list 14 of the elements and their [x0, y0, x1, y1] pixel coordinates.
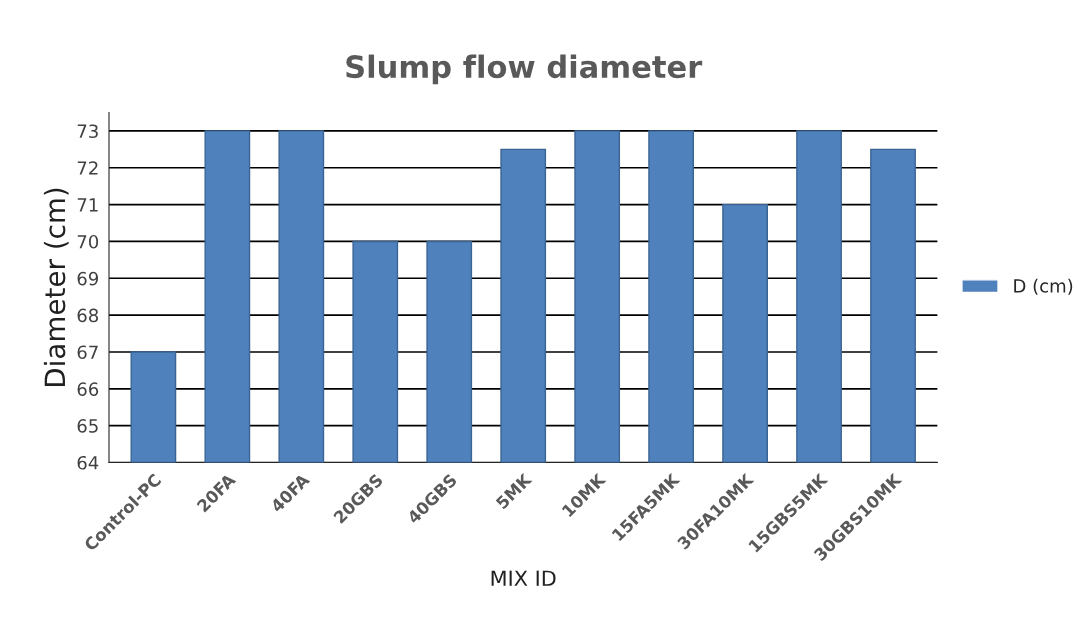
chart-title: Slump flow diameter: [346, 54, 703, 85]
y-axis-title: Diameter (cm): [43, 188, 69, 387]
y-tick-label: 64: [77, 455, 99, 470]
x-axis-title: MIX ID: [491, 570, 556, 586]
y-tick-label: 65: [77, 419, 98, 433]
y-tick-label: 71: [77, 198, 98, 212]
legend-label: D (cm): [1014, 278, 1073, 295]
y-tick-label: 69: [77, 271, 99, 286]
y-tick-label: 73: [77, 124, 98, 139]
y-tick-label: 72: [77, 161, 98, 175]
y-tick-label: 66: [77, 382, 99, 396]
y-tick-label: 67: [77, 345, 98, 360]
y-tick-label: 68: [77, 308, 99, 323]
y-tick-label: 70: [77, 234, 99, 249]
